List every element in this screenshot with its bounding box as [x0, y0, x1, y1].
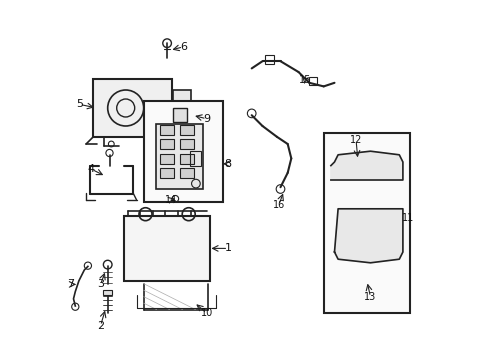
- Bar: [179, 139, 194, 149]
- Bar: [143, 101, 223, 202]
- Bar: [179, 125, 194, 135]
- Bar: [160, 168, 174, 178]
- Bar: [172, 108, 186, 122]
- Text: 12: 12: [349, 135, 362, 145]
- Text: 4: 4: [88, 164, 95, 174]
- Text: 13: 13: [364, 292, 376, 302]
- Bar: [190, 151, 201, 166]
- Bar: [323, 133, 409, 313]
- Polygon shape: [334, 209, 402, 263]
- Bar: [156, 124, 203, 189]
- Text: 14: 14: [164, 195, 177, 205]
- Bar: [172, 90, 190, 126]
- Bar: [103, 290, 112, 295]
- Text: 8: 8: [224, 159, 231, 169]
- Text: 1: 1: [224, 243, 231, 253]
- Text: 5: 5: [76, 99, 83, 109]
- Bar: [308, 77, 317, 85]
- Bar: [265, 55, 273, 64]
- Text: 6: 6: [180, 42, 186, 52]
- Bar: [160, 139, 174, 149]
- Text: 16: 16: [272, 200, 284, 210]
- Bar: [179, 154, 194, 164]
- Bar: [93, 79, 172, 137]
- Bar: [179, 168, 194, 178]
- Bar: [160, 154, 174, 164]
- Text: 9: 9: [203, 114, 210, 124]
- Text: 3: 3: [97, 279, 104, 289]
- Bar: [123, 216, 210, 281]
- Text: 11: 11: [401, 213, 413, 223]
- Text: 10: 10: [200, 308, 212, 318]
- Text: 2: 2: [97, 321, 104, 331]
- Text: 15: 15: [298, 75, 310, 85]
- Polygon shape: [330, 151, 402, 180]
- Text: 7: 7: [67, 279, 74, 289]
- Bar: [160, 125, 174, 135]
